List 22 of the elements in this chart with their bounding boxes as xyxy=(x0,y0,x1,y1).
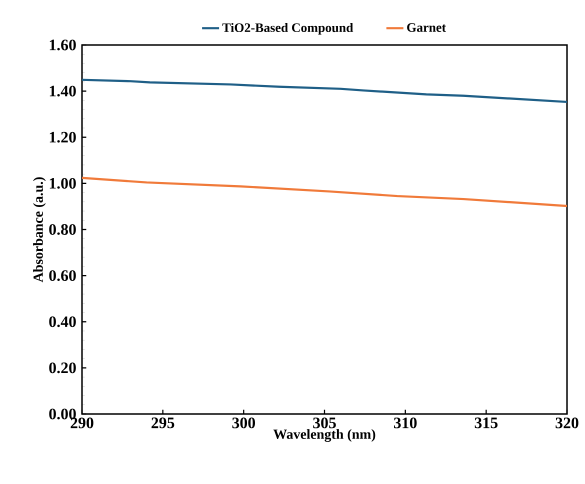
line-series xyxy=(82,78,568,104)
y-tick-label: 0.60 xyxy=(49,270,76,282)
y-tick-label: 0.00 xyxy=(49,408,76,420)
y-tick-label: 1.20 xyxy=(50,132,76,143)
y-tick-label: 1.60 xyxy=(50,40,76,50)
x-axis-title: Wavelength (nm) xyxy=(273,429,376,442)
x-tick-label: 305 xyxy=(313,418,336,428)
y-tick-label: 1.00 xyxy=(50,178,76,189)
x-tick-label: 315 xyxy=(474,418,498,428)
x-tick-label: 320 xyxy=(556,418,578,428)
x-tick-label: 310 xyxy=(394,418,417,428)
y-axis-title: Absorbance (a.u.) xyxy=(33,177,46,282)
y-tick-label: 0.80 xyxy=(49,224,76,235)
legend-label: Garnet xyxy=(407,23,446,32)
line-series xyxy=(82,176,568,208)
x-tick-label: 300 xyxy=(232,418,256,428)
y-tick-label: 1.40 xyxy=(50,86,76,97)
x-tick-label: 295 xyxy=(152,418,174,428)
y-tick-label: 0.20 xyxy=(49,362,76,374)
y-tick-label: 0.40 xyxy=(49,316,76,328)
x-tick-label: 290 xyxy=(70,418,94,428)
legend-label: TiO2-Based Compound xyxy=(222,22,354,35)
